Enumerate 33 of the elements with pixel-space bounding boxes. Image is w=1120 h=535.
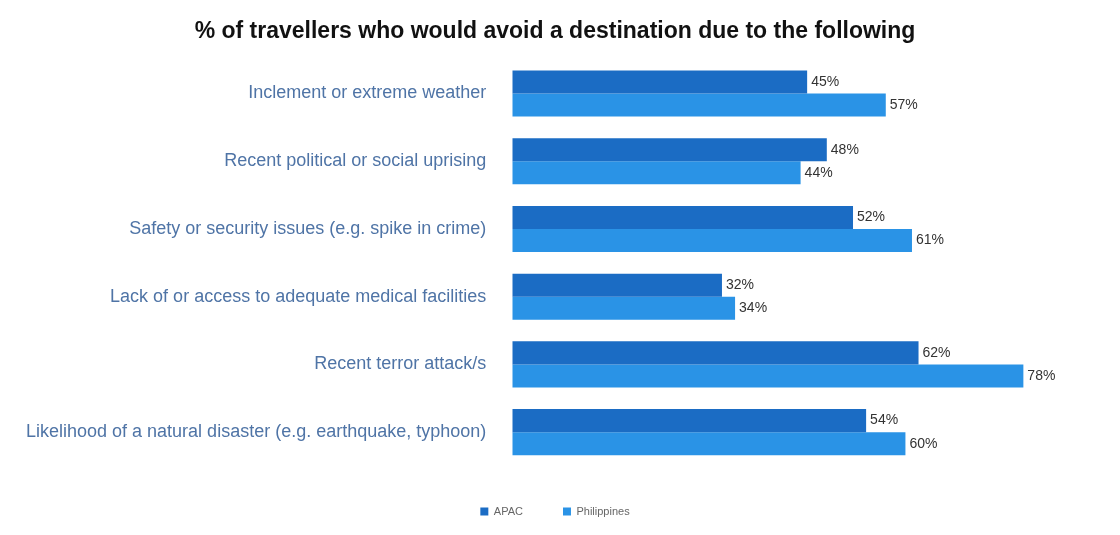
- bar: [512, 341, 919, 365]
- bar: [512, 70, 808, 94]
- data-label: 60%: [909, 434, 938, 451]
- data-label: 54%: [870, 411, 899, 428]
- legend-label: APAC: [493, 504, 524, 517]
- bar: [512, 93, 886, 117]
- y-tick-label: Inclement or extreme weather: [248, 82, 487, 103]
- bar: [512, 432, 906, 456]
- bar: [512, 205, 854, 229]
- y-tick-label: Likelihood of a natural disaster (e.g. earthquake, typhoon): [26, 421, 487, 442]
- y-tick-label: Lack of or access to adequate medical facilities: [110, 285, 487, 306]
- data-label: 44%: [804, 163, 833, 180]
- data-label: 32%: [725, 276, 754, 293]
- chart-title: % of travellers who would avoid a destination due to the following: [194, 17, 916, 44]
- data-label: 78%: [1027, 366, 1056, 383]
- data-label: 34%: [739, 299, 768, 316]
- bar: [512, 228, 912, 252]
- data-label: 61%: [915, 231, 945, 248]
- data-label: 57%: [889, 95, 918, 112]
- bar: [512, 409, 867, 433]
- data-label: 45%: [811, 72, 840, 89]
- y-tick-label: Recent terror attack/s: [314, 353, 487, 374]
- bar: [512, 296, 736, 320]
- y-tick-label: Recent political or social uprising: [224, 150, 487, 171]
- bar: [512, 138, 827, 162]
- y-tick-label: Safety or security issues (e.g. spike in crime): [129, 217, 487, 238]
- bar: [512, 273, 722, 297]
- legend-label: Philippines: [576, 504, 631, 517]
- bar: [512, 364, 1024, 388]
- data-label: 52%: [857, 208, 886, 225]
- data-label: 48%: [830, 140, 859, 157]
- bar: [512, 161, 801, 185]
- data-label: 62%: [922, 343, 951, 360]
